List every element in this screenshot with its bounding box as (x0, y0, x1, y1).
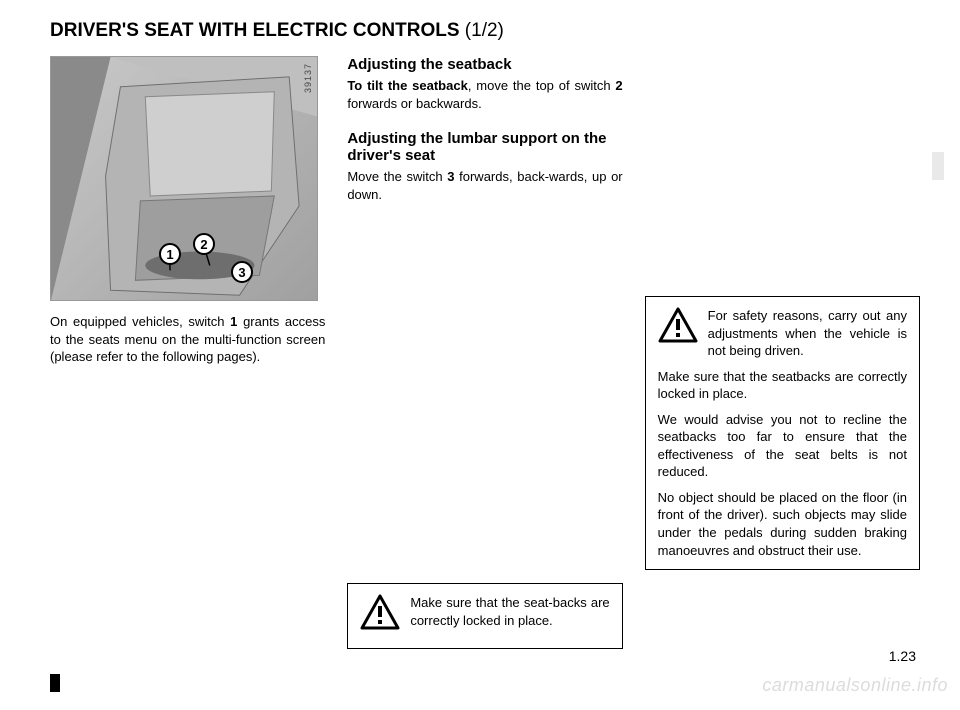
warning-big-p3: We would advise you not to recline the s… (658, 411, 907, 481)
column-3: For safety reasons, carry out any adjust… (645, 56, 920, 649)
warning-box-small: Make sure that the seat-backs are correc… (347, 583, 622, 649)
col1-text-pre: On equipped vehicles, switch (50, 314, 230, 329)
seat-figure: 39137 1 2 3 (50, 56, 318, 301)
secA-post: forwards or backwards. (347, 96, 481, 111)
warning-big-p1: For safety reasons, carry out any adjust… (708, 307, 907, 360)
columns: 39137 1 2 3 On equipped vehicles, switch… (50, 56, 920, 649)
secA-mid: , move the top of switch (468, 78, 616, 93)
callout-3: 3 (231, 261, 253, 283)
title-main: DRIVER'S SEAT WITH ELECTRIC CONTROLS (50, 20, 460, 41)
callout-1: 1 (159, 243, 181, 265)
column-1: 39137 1 2 3 On equipped vehicles, switch… (50, 56, 325, 649)
warning-box-big: For safety reasons, carry out any adjust… (645, 296, 920, 570)
warning-big-p4: No object should be placed on the floor … (658, 489, 907, 559)
secA-bold: To tilt the seatback (347, 78, 468, 93)
section-b-heading: Adjusting the lumbar support on the driv… (347, 130, 622, 164)
page-number: 1.23 (889, 648, 916, 664)
section-a-paragraph: To tilt the seatback, move the top of sw… (347, 77, 622, 112)
warning-icon (360, 594, 400, 630)
warning-big-p2: Make sure that the seatbacks are correct… (658, 368, 907, 403)
warning-small-text: Make sure that the seat-backs are correc… (410, 594, 609, 630)
side-tab (932, 152, 944, 180)
footer-mark (50, 674, 60, 692)
page-title: DRIVER'S SEAT WITH ELECTRIC CONTROLS (1/… (50, 20, 920, 42)
secB-pre: Move the switch (347, 169, 447, 184)
section-a-heading: Adjusting the seatback (347, 56, 622, 73)
warning-icon (658, 307, 698, 343)
callout-2: 2 (193, 233, 215, 255)
seat-illustration (51, 57, 317, 300)
warning-big-head: For safety reasons, carry out any adjust… (658, 307, 907, 360)
title-sub: (1/2) (465, 20, 504, 41)
watermark: carmanualsonline.info (762, 675, 948, 696)
figure-code: 39137 (303, 63, 313, 93)
secA-bold2: 2 (615, 78, 622, 93)
page: DRIVER'S SEAT WITH ELECTRIC CONTROLS (1/… (0, 0, 960, 710)
section-b-paragraph: Move the switch 3 forwards, back-wards, … (347, 168, 622, 203)
col1-paragraph: On equipped vehicles, switch 1 grants ac… (50, 313, 325, 366)
column-2: Adjusting the seatback To tilt the seatb… (347, 56, 622, 649)
warning-small-head: Make sure that the seat-backs are correc… (360, 594, 609, 630)
